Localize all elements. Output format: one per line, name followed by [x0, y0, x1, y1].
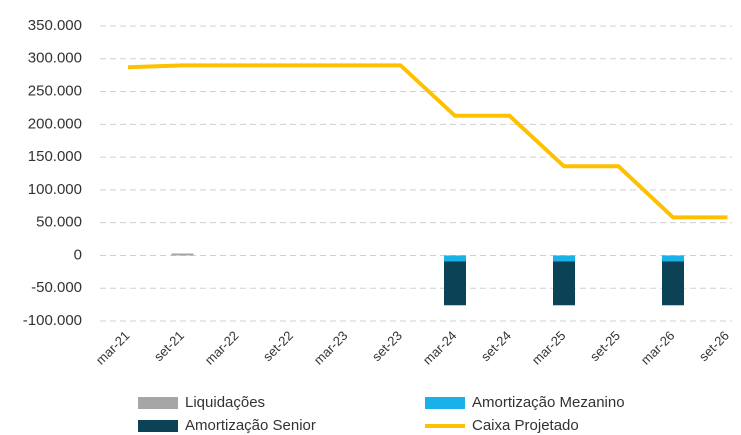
y-tick-label: 150.000	[28, 148, 82, 165]
y-tick-label: 50.000	[36, 214, 82, 231]
x-tick-label: mar-21	[93, 328, 133, 368]
x-tick-label: set-23	[369, 328, 405, 364]
bar	[444, 255, 466, 262]
y-tick-label: 350.000	[28, 17, 82, 34]
legend-label: Amortização Mezanino	[472, 394, 625, 411]
y-tick-label: 200.000	[28, 115, 82, 132]
x-tick-label: set-26	[696, 328, 732, 364]
x-tick-label: set-24	[478, 328, 514, 364]
y-tick-label: 250.000	[28, 83, 82, 100]
x-tick-label: mar-26	[638, 328, 678, 368]
y-tick-label: 100.000	[28, 181, 82, 198]
x-tick-label: mar-22	[202, 328, 242, 368]
y-tick-label: 0	[74, 246, 82, 263]
legend-label: Amortização Senior	[185, 417, 316, 434]
y-tick-label: -50.000	[31, 279, 82, 296]
line	[127, 63, 728, 220]
bar	[553, 255, 575, 262]
legend-label: Caixa Projetado	[472, 417, 579, 434]
legend-swatch	[138, 397, 178, 409]
bar	[553, 261, 575, 306]
y-tick-label: -100.000	[23, 312, 82, 329]
legend-label: Liquidações	[185, 394, 265, 411]
bar	[444, 261, 466, 306]
y-tick-label: 300.000	[28, 50, 82, 67]
x-tick-label: set-21	[151, 328, 187, 364]
legend-swatch	[138, 420, 178, 432]
bar	[662, 261, 684, 306]
x-tick-label: mar-25	[529, 328, 569, 368]
x-tick-label: mar-23	[311, 328, 351, 368]
bar	[662, 255, 684, 262]
legend-swatch	[425, 397, 465, 409]
x-tick-label: set-25	[587, 328, 623, 364]
x-tick-label: mar-24	[420, 328, 460, 368]
bar	[171, 253, 194, 256]
x-tick-label: set-22	[260, 328, 296, 364]
